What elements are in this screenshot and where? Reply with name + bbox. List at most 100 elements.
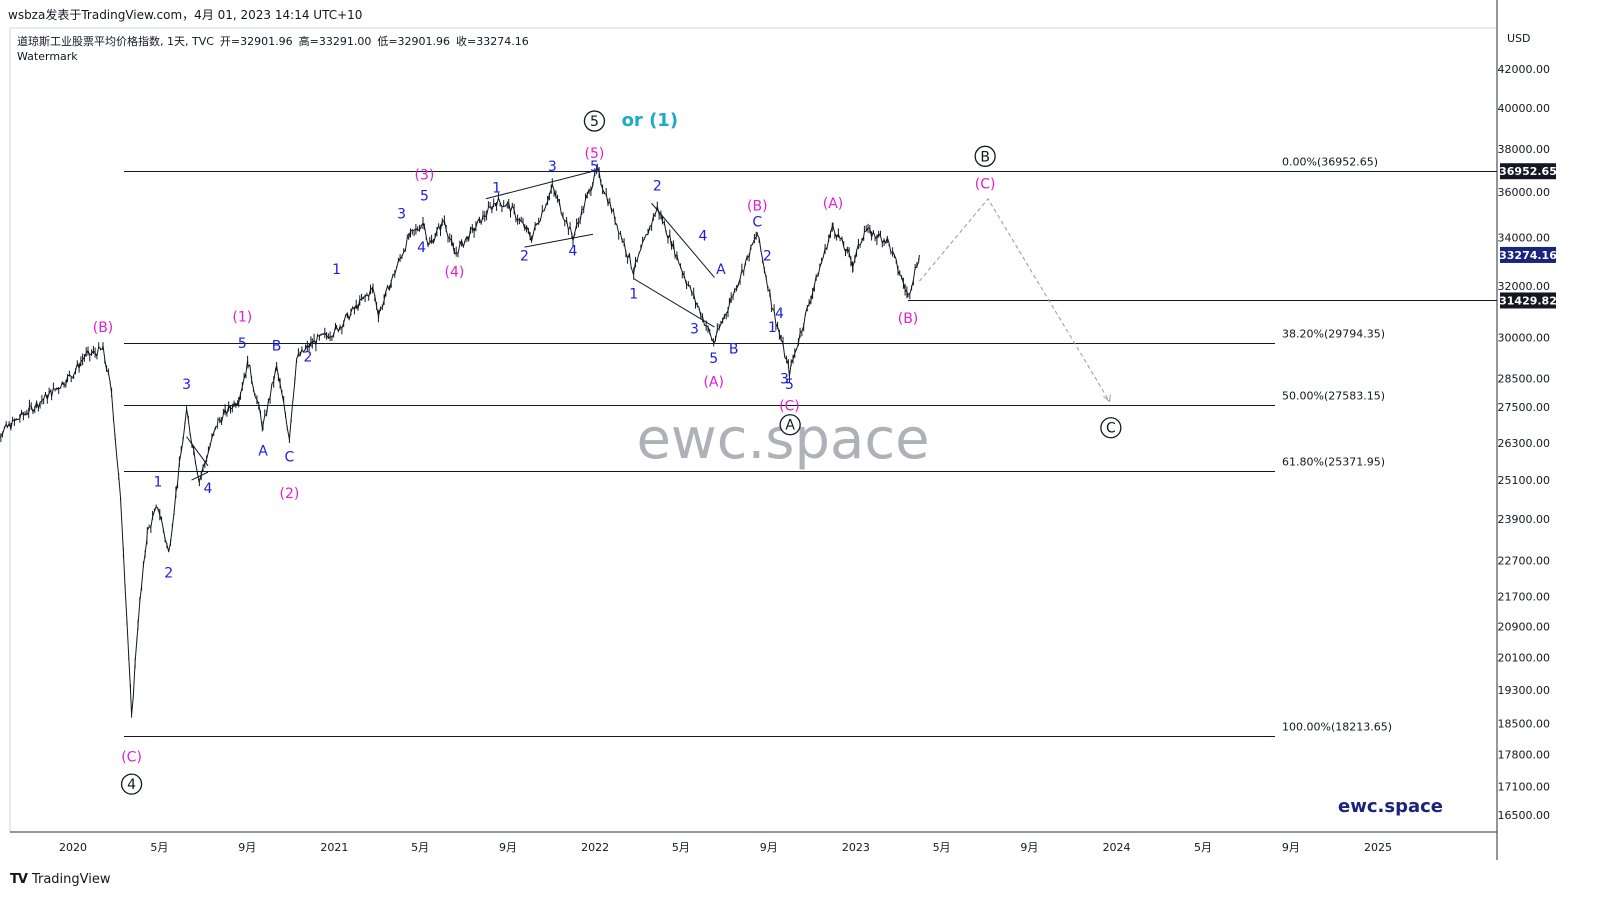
x-tick-label: 5月	[150, 841, 168, 854]
wave-label: 1	[492, 181, 501, 197]
y-tick-label: 34000.00	[1498, 232, 1551, 245]
wave-label: (C)	[975, 176, 996, 192]
x-tick-label: 2024	[1103, 841, 1131, 854]
price-badge	[1500, 292, 1556, 309]
price-series	[0, 163, 920, 718]
y-tick-label: 38000.00	[1498, 143, 1551, 156]
close-value: 收=33274.16	[456, 35, 529, 48]
wave-label: 2	[520, 249, 529, 265]
wave-label: A	[716, 262, 726, 278]
price-badge	[1500, 163, 1556, 180]
watermark-text: ewc.space	[636, 407, 929, 472]
wave-circle	[974, 145, 996, 167]
level-label: 100.00%(18213.65)	[1282, 721, 1392, 734]
y-tick-label: 18500.00	[1498, 718, 1551, 731]
wave-label: (5)	[585, 146, 605, 162]
tradingview-brand[interactable]: TV TradingView	[10, 872, 110, 887]
price-badge-label: 36952.65	[1499, 165, 1557, 178]
y-tick-label: 19300.00	[1498, 684, 1551, 697]
x-tick-label: 9月	[238, 841, 256, 854]
wave-label: 3	[780, 372, 789, 388]
price-badge-label: 31429.82	[1499, 294, 1557, 307]
wave-label: 4	[417, 240, 426, 256]
wave-label: (3)	[415, 168, 435, 184]
y-tick-label: 36000.00	[1498, 186, 1551, 199]
level-label: 50.00%(27583.15)	[1282, 390, 1385, 403]
y-tick-label: 20900.00	[1498, 620, 1551, 633]
x-tick-label: 2025	[1364, 841, 1392, 854]
y-tick-label: 16500.00	[1498, 809, 1551, 822]
wave-label: or (1)	[622, 110, 679, 131]
wave-label: 2	[763, 249, 772, 265]
wave-label: 5	[238, 336, 247, 352]
wave-labels: (B)(C)41234(1)5ABC(2)213(3)54(4)12345(5)…	[93, 110, 1122, 795]
price-badge-label: 33274.16	[1499, 249, 1557, 262]
forecast-path	[919, 197, 1111, 403]
y-tick-label: 40000.00	[1498, 102, 1551, 115]
ohlc-legend: 道琼斯工业股票平均价格指数, 1天, TVC 开=32901.96 高=33291.…	[17, 33, 535, 49]
watermark-indicator-label[interactable]: Watermark	[17, 50, 78, 63]
price-axis[interactable]: USD 42000.00 40000.00 38000.00 36000.00 34000…	[1498, 32, 1558, 822]
x-tick-label: 9月	[499, 841, 517, 854]
symbol-label[interactable]: 道琼斯工业股票平均价格指数, 1天, TVC	[17, 35, 214, 48]
watermark-small-text: ewc.space	[1338, 796, 1443, 817]
level-label: 38.20%(29794.35)	[1282, 328, 1385, 341]
x-tick-label: 5月	[411, 841, 429, 854]
wave-label: C	[285, 450, 295, 466]
wave-label: 4	[775, 306, 784, 322]
x-tick-label: 5月	[672, 841, 690, 854]
chart-frame	[9, 0, 1498, 860]
trendline	[651, 202, 715, 278]
trendline	[524, 233, 594, 248]
wave-label: 1	[768, 320, 777, 336]
wave-label: (C)	[121, 750, 142, 766]
y-tick-label: 20100.00	[1498, 651, 1551, 664]
currency-label: USD	[1507, 32, 1531, 45]
forecast-arrow	[919, 197, 1110, 402]
x-tick-label: 2022	[581, 841, 609, 854]
y-tick-label: 32000.00	[1498, 280, 1551, 293]
y-tick-label: 28500.00	[1498, 373, 1551, 386]
wave-label: 4	[699, 228, 708, 244]
wave-label: 5	[785, 377, 794, 393]
wave-label: B	[272, 339, 282, 355]
wave-label: (A)	[703, 374, 724, 390]
y-tick-label: 42000.00	[1498, 63, 1551, 76]
wave-label: (2)	[280, 486, 300, 502]
y-tick-label: 21700.00	[1498, 590, 1551, 603]
wave-label: 4	[204, 481, 213, 497]
wave-label: 1	[629, 287, 638, 303]
watermark: ewc.space ewc.space	[636, 407, 1443, 817]
wave-label: (C)	[779, 399, 800, 415]
forecast-arrowhead	[1103, 394, 1111, 403]
price-badge	[1500, 246, 1556, 263]
level-label: 0.00%(36952.65)	[1282, 156, 1378, 169]
wave-label: (1)	[232, 310, 252, 326]
y-tick-label: 27500.00	[1498, 401, 1551, 414]
level-label: 61.80%(25371.95)	[1282, 456, 1385, 469]
wave-label: 2	[164, 566, 173, 582]
brand-label: TradingView	[31, 872, 111, 887]
trendline	[633, 278, 715, 328]
x-tick-label: 9月	[1282, 841, 1300, 854]
tradingview-logo-icon: TV	[10, 872, 28, 887]
wave-label: C	[1106, 421, 1116, 437]
price-line	[0, 163, 920, 718]
wave-label: (B)	[747, 199, 768, 215]
wave-label: B	[729, 341, 739, 357]
wave-label: 3	[182, 377, 191, 393]
time-axis[interactable]: 2020 5月 9月 2021 5月 9月 2022 5月 9月 2023 5月 9月 2024 5月 9月…	[59, 841, 1392, 854]
wave-circle	[120, 773, 143, 795]
x-tick-label: 2021	[320, 841, 348, 854]
wave-label: 1	[332, 262, 341, 278]
wave-label: (B)	[898, 311, 919, 327]
wave-label: 3	[690, 321, 699, 337]
wave-label: 4	[127, 777, 136, 793]
wave-label: 1	[154, 475, 163, 491]
wave-label: A	[785, 418, 795, 434]
wave-label: 5	[590, 159, 599, 175]
wave-label: 3	[548, 159, 557, 175]
wave-label: C	[752, 214, 762, 230]
wave-label: 5	[420, 188, 429, 204]
